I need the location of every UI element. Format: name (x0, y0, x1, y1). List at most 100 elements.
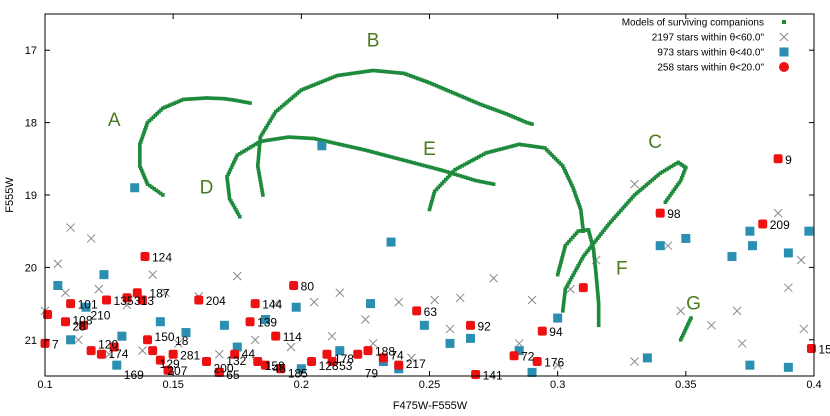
model-point (479, 153, 483, 158)
model-point (313, 82, 318, 87)
model-point (578, 259, 583, 263)
model-point (159, 108, 163, 112)
model-point (402, 71, 406, 76)
model-point (562, 248, 566, 253)
star-id-label: 45 (272, 361, 286, 375)
star-id-label: 72 (521, 350, 535, 364)
star-60-cross (250, 335, 260, 345)
star-40-square (783, 362, 793, 372)
model-point (574, 195, 579, 200)
model-point (304, 136, 309, 140)
star-id-label: 79 (365, 366, 379, 380)
model-point (432, 192, 436, 196)
model-point (589, 240, 594, 244)
star-60-cross (138, 346, 147, 356)
model-point (444, 87, 448, 92)
model-point (348, 144, 352, 149)
star-60-cross (148, 270, 158, 279)
model-point (358, 70, 363, 75)
model-point (327, 140, 332, 144)
model-point (194, 96, 199, 101)
model-point (642, 184, 647, 189)
model-point (509, 114, 513, 118)
model-point (558, 263, 563, 267)
model-point (636, 189, 641, 194)
model-point (149, 117, 154, 121)
star-40-square (335, 346, 345, 356)
model-point (553, 157, 558, 161)
star-20-circle (250, 299, 260, 309)
model-point (236, 212, 241, 217)
model-point (251, 143, 256, 148)
model-point (234, 208, 238, 212)
model-point (229, 165, 234, 170)
model-point (225, 97, 229, 101)
model-point (432, 82, 436, 87)
star-20-circle (353, 349, 363, 359)
star-id-label: 178 (334, 352, 354, 366)
model-point (638, 188, 643, 192)
model-point (564, 171, 569, 176)
model-point (663, 200, 668, 205)
star-60-cross (489, 273, 498, 283)
model-point (227, 191, 231, 195)
model-point (275, 108, 280, 112)
model-point (371, 150, 375, 154)
star-60-cross (455, 293, 465, 303)
model-point (384, 69, 388, 74)
model-point (660, 170, 665, 174)
model-point (156, 190, 161, 194)
model-point (546, 149, 551, 154)
model-point (461, 174, 465, 179)
model-point (644, 183, 649, 187)
model-point (484, 180, 488, 185)
model-point (564, 284, 569, 289)
star-id-label: 94 (549, 325, 563, 339)
star-id-label: 210 (90, 308, 110, 322)
model-point (366, 148, 370, 153)
model-point (384, 153, 388, 158)
model-point (678, 338, 683, 342)
star-40-square (130, 183, 140, 193)
model-point (595, 291, 600, 295)
model-point (138, 156, 142, 160)
legend-label: 2197 stars within θ<60.0" (652, 33, 765, 44)
model-point (321, 79, 325, 84)
model-point (378, 69, 383, 73)
model-point (257, 174, 262, 179)
model-point (396, 157, 401, 161)
model-point (197, 96, 201, 101)
model-point (596, 312, 601, 317)
model-point (144, 125, 148, 130)
star-60-cross (527, 295, 537, 305)
model-point (138, 145, 142, 149)
model-point (306, 85, 311, 89)
model-point (257, 143, 262, 147)
model-point (138, 142, 142, 147)
star-20-circle (163, 365, 173, 375)
model-point (495, 108, 499, 113)
star-id-label: 150 (155, 330, 175, 344)
model-point (318, 80, 323, 85)
model-point (502, 146, 506, 151)
model-point (463, 175, 468, 180)
star-id-label: 44 (242, 347, 256, 361)
model-point (481, 152, 486, 157)
model-point (689, 316, 693, 320)
x-tick-label: 0.1 (37, 379, 52, 391)
model-point (307, 136, 311, 141)
model-point (612, 216, 616, 220)
model-point (496, 147, 501, 152)
model-point (451, 169, 456, 174)
model-point (259, 132, 264, 137)
model-point (513, 115, 518, 120)
model-point (605, 224, 610, 228)
model-point (586, 248, 590, 253)
model-point (575, 266, 579, 270)
model-point (458, 174, 463, 178)
model-point (257, 148, 261, 153)
model-point (232, 98, 237, 102)
model-point (561, 300, 566, 305)
track-label-C: C (648, 132, 662, 153)
model-point (565, 241, 569, 246)
